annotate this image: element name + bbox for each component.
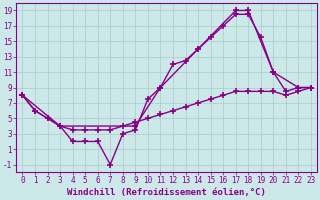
X-axis label: Windchill (Refroidissement éolien,°C): Windchill (Refroidissement éolien,°C) (67, 188, 266, 197)
